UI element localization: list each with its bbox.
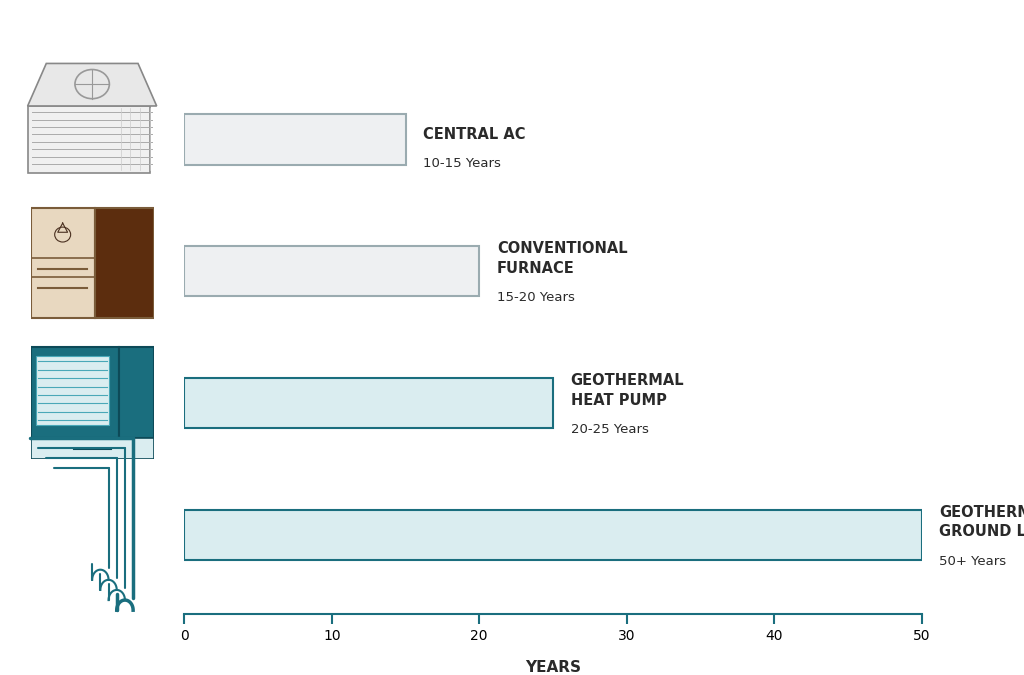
Text: GEOTHERMAL
HEAT PUMP: GEOTHERMAL HEAT PUMP	[570, 373, 684, 408]
FancyBboxPatch shape	[31, 346, 119, 438]
Text: GEOTHERMAL
GROUND LOOP: GEOTHERMAL GROUND LOOP	[939, 505, 1024, 539]
FancyBboxPatch shape	[184, 114, 406, 165]
FancyBboxPatch shape	[184, 378, 553, 429]
Text: 50+ Years: 50+ Years	[939, 555, 1007, 568]
Text: 10-15 Years: 10-15 Years	[423, 157, 501, 169]
FancyBboxPatch shape	[94, 208, 154, 319]
Text: CONVENTIONAL
FURNACE: CONVENTIONAL FURNACE	[497, 241, 628, 275]
FancyBboxPatch shape	[184, 246, 479, 296]
Text: 20-25 Years: 20-25 Years	[570, 423, 648, 436]
FancyBboxPatch shape	[31, 438, 154, 459]
Polygon shape	[28, 63, 157, 106]
FancyBboxPatch shape	[184, 510, 922, 560]
FancyBboxPatch shape	[119, 346, 154, 438]
Text: 15-20 Years: 15-20 Years	[497, 292, 574, 304]
FancyBboxPatch shape	[36, 356, 110, 425]
Text: CENTRAL AC: CENTRAL AC	[423, 127, 525, 142]
X-axis label: YEARS: YEARS	[525, 659, 581, 674]
FancyBboxPatch shape	[31, 208, 94, 319]
FancyBboxPatch shape	[28, 106, 150, 173]
